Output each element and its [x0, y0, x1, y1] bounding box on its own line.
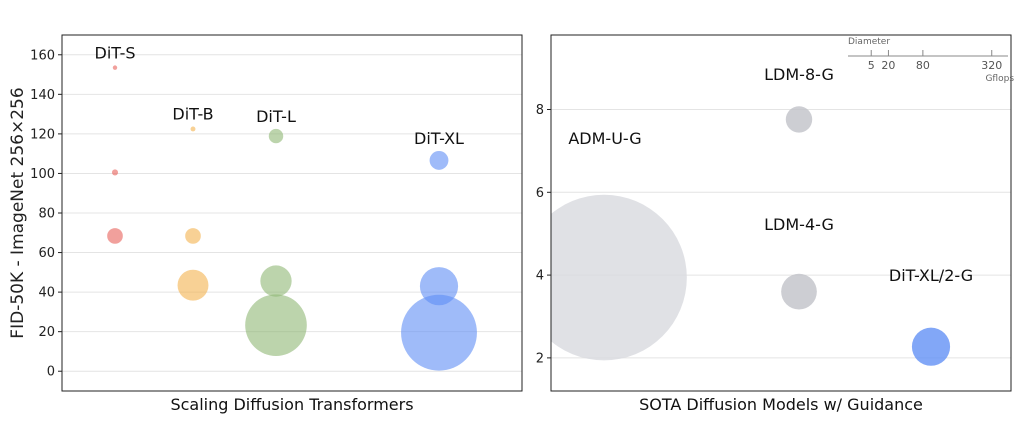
right-point-labels: ADM-U-G LDM-8-G LDM-4-G DiT-XL/2-G	[568, 65, 973, 285]
right-x-axis-label: SOTA Diffusion Models w/ Guidance	[639, 395, 923, 414]
left-bubble-dit-s	[107, 228, 123, 244]
left-group-label: DiT-B	[172, 104, 213, 123]
left-yticks: 0 20 40 60 80 100 120 140 160	[30, 48, 62, 380]
left-group-labels: DiT-S DiT-B DiT-L DiT-XL	[95, 43, 465, 148]
size-legend-tick-label: 5	[868, 59, 875, 72]
left-ytick-label: 80	[38, 207, 55, 222]
right-ytick-label: 6	[536, 186, 544, 201]
right-point-label: LDM-4-G	[764, 215, 834, 234]
size-legend-tick-label: 80	[916, 59, 930, 72]
left-ytick-label: 0	[47, 365, 55, 380]
right-bubbles	[551, 106, 951, 366]
left-bubbles	[107, 65, 477, 371]
left-bubble-dit-xl	[429, 150, 449, 170]
right-bubble-dit-xl-2-g	[911, 327, 951, 366]
right-panel: 2 4 6 8 ADM-U-G LDM-8-G LDM-4-G DiT-XL/2-G Dia…	[536, 34, 1014, 414]
right-bubble-ldm-4-g	[781, 273, 817, 310]
left-group-label: DiT-L	[256, 107, 296, 126]
left-bubble-dit-l	[268, 128, 284, 144]
size-legend-tick-label: 320	[981, 59, 1002, 72]
left-bubble-dit-s	[111, 169, 119, 176]
left-y-axis-label: FID-50K - ImageNet 256×256	[8, 87, 28, 338]
left-x-axis-label: Scaling Diffusion Transformers	[170, 395, 413, 414]
left-bubble-dit-xl	[419, 267, 459, 306]
left-bubble-dit-xl	[401, 294, 477, 371]
left-ytick-label: 160	[30, 48, 55, 63]
right-ytick-label: 2	[536, 351, 544, 366]
size-legend-title: Diameter	[848, 37, 890, 47]
left-bubble-dit-b	[177, 269, 209, 301]
left-bubble-dit-b	[190, 126, 196, 132]
left-bubble-dit-l	[245, 294, 307, 356]
left-ytick-label: 20	[38, 325, 55, 340]
right-point-label: DiT-XL/2-G	[889, 266, 973, 285]
size-legend: Diameter 5 20 80 320 Gflops	[848, 37, 1014, 84]
size-legend-tick-label: 20	[881, 59, 895, 72]
left-bubble-dit-l	[260, 265, 292, 297]
left-group-label: DiT-XL	[414, 129, 464, 148]
right-bubble-ldm-8-g	[785, 106, 813, 133]
left-ytick-label: 60	[38, 246, 55, 261]
right-ytick-label: 8	[536, 103, 544, 118]
right-yticks: 2 4 6 8	[536, 103, 551, 366]
left-ytick-label: 120	[30, 127, 55, 142]
left-ytick-label: 140	[30, 88, 55, 103]
size-legend-unit: Gflops	[985, 74, 1014, 84]
right-ytick-label: 4	[536, 269, 544, 284]
right-plot-frame	[550, 34, 1012, 392]
right-point-label: ADM-U-G	[568, 129, 641, 148]
left-group-label: DiT-S	[95, 43, 136, 62]
right-bubble-adm-u-g	[551, 194, 687, 361]
left-ytick-label: 40	[38, 286, 55, 301]
left-bubble-dit-b	[185, 228, 201, 244]
left-bubble-dit-s	[112, 65, 118, 70]
right-point-label: LDM-8-G	[764, 65, 834, 84]
left-gridlines	[62, 54, 522, 372]
left-ytick-label: 100	[30, 167, 55, 182]
